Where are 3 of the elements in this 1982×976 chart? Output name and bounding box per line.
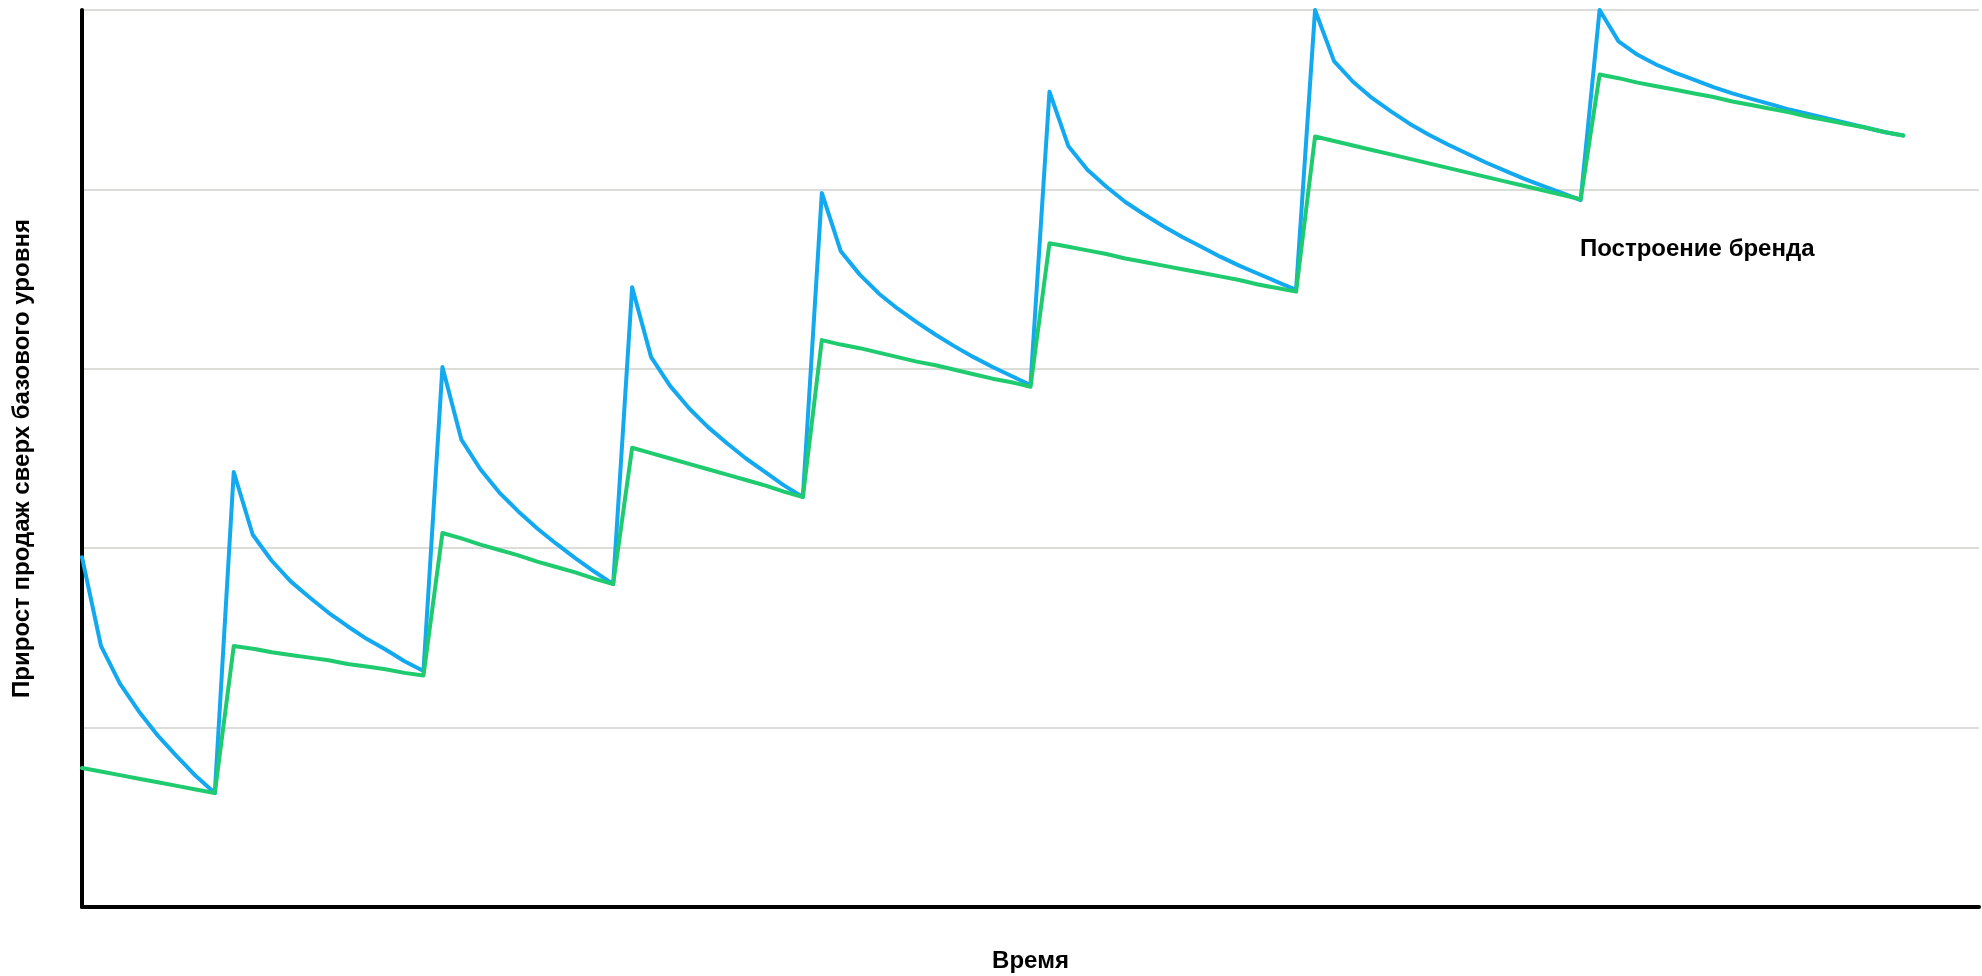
x-axis-title: Время: [992, 945, 1069, 973]
y-axis-title: Прирост продаж сверх базового уровня: [6, 219, 34, 698]
annotation: Построение бренда: [1580, 233, 1816, 261]
